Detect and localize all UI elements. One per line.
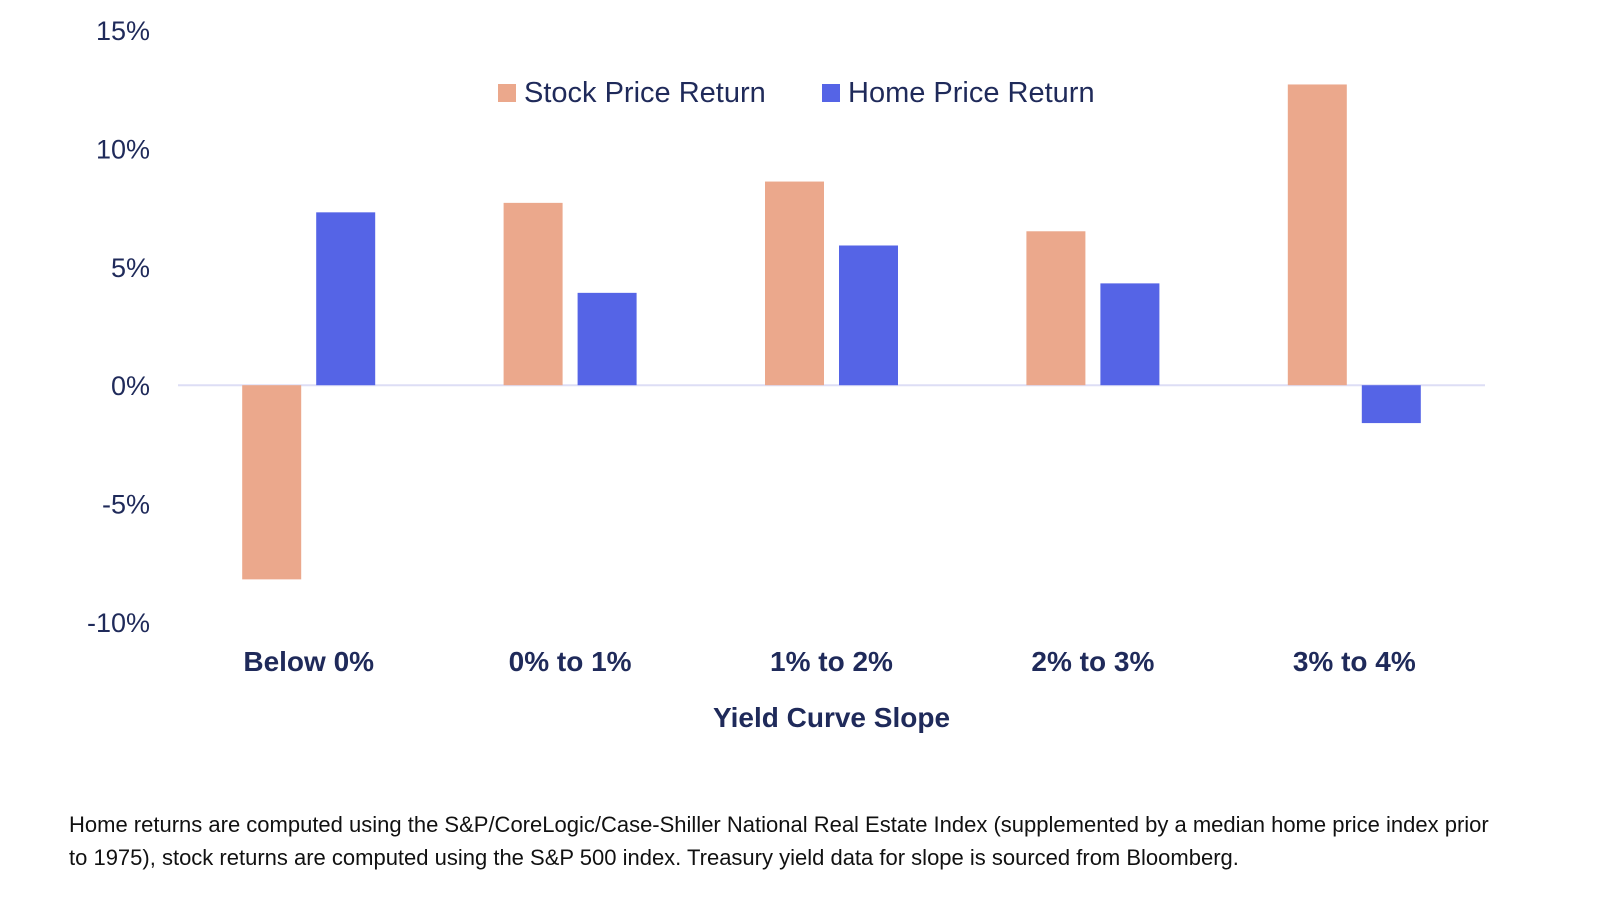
y-tick-label: 0% xyxy=(111,371,150,401)
legend: Stock Price Return Home Price Return xyxy=(498,77,1095,109)
y-axis-ticks: 15% 10% 5% 0% -5% -10% xyxy=(87,16,150,638)
bar-home-price-return xyxy=(1361,385,1421,424)
bar-home-price-return xyxy=(1100,283,1160,386)
bar-stock-price-return xyxy=(765,181,824,386)
x-tick-label: 1% to 2% xyxy=(770,646,893,677)
bars xyxy=(242,84,1421,580)
x-tick-label: 3% to 4% xyxy=(1293,646,1416,677)
y-tick-label: 5% xyxy=(111,253,150,283)
legend-label: Home Price Return xyxy=(848,77,1095,109)
x-tick-label: Below 0% xyxy=(243,646,374,677)
bar-chart: 15% 10% 5% 0% -5% -10% Below 0% 0% to 1% 1% to … xyxy=(87,16,1485,733)
legend-label: Stock Price Return xyxy=(524,77,766,109)
bar-stock-price-return xyxy=(503,202,563,386)
legend-swatch xyxy=(822,84,840,102)
bar-stock-price-return xyxy=(1287,84,1347,386)
y-tick-label: 10% xyxy=(96,134,150,164)
bar-home-price-return xyxy=(577,292,637,386)
y-tick-label: 15% xyxy=(96,16,150,46)
legend-swatch xyxy=(498,84,516,102)
footnote: Home returns are computed using the S&P/… xyxy=(69,812,1489,870)
y-tick-label: -10% xyxy=(87,608,150,638)
x-axis-title: Yield Curve Slope xyxy=(713,702,950,733)
x-axis-ticks: Below 0% 0% to 1% 1% to 2% 2% to 3% 3% to 4% xyxy=(243,646,1416,677)
x-tick-label: 2% to 3% xyxy=(1031,646,1154,677)
bar-home-price-return xyxy=(316,212,376,386)
y-tick-label: -5% xyxy=(102,490,150,520)
bar-stock-price-return xyxy=(242,385,302,580)
x-tick-label: 0% to 1% xyxy=(509,646,632,677)
bar-stock-price-return xyxy=(1026,231,1086,386)
bar-home-price-return xyxy=(839,245,898,386)
